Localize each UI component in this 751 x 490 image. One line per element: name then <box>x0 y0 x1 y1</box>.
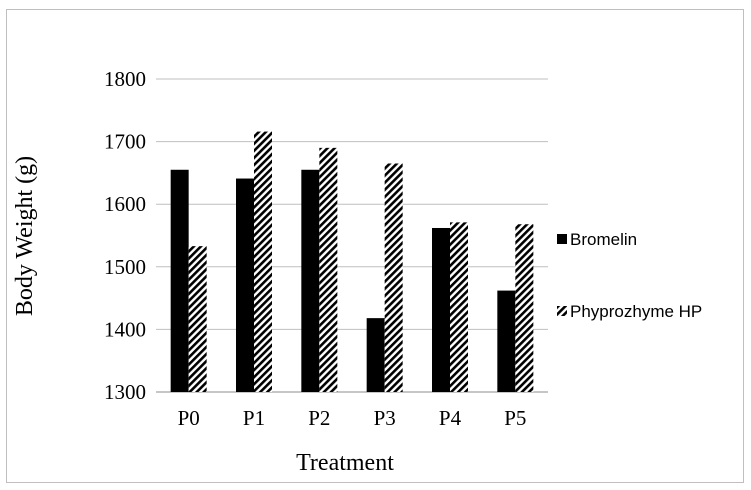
x-tick-label: P0 <box>178 406 200 430</box>
bar-bromelin-p2 <box>301 169 320 392</box>
legend-swatch-phyprozhyme <box>557 306 567 316</box>
x-tick-label: P5 <box>504 406 526 430</box>
x-axis-title: Treatment <box>296 450 394 476</box>
y-tick-label: 1400 <box>104 317 146 341</box>
legend-swatch-bromelin <box>557 234 567 244</box>
bars <box>170 131 534 393</box>
legend-label-phyprozhyme: Phyprozhyme HP <box>570 302 702 321</box>
bar-phyprozhyme-p1 <box>254 131 272 393</box>
y-tick-label: 1500 <box>104 255 146 279</box>
chart-frame <box>6 9 744 483</box>
bar-bromelin-p4 <box>432 227 450 392</box>
y-axis-title: Body Weight (g) <box>12 156 38 316</box>
gridlines <box>156 78 548 393</box>
bar-phyprozhyme-p0 <box>188 246 207 392</box>
bar-bromelin-p3 <box>366 318 385 392</box>
bar-phyprozhyme-p3 <box>384 163 403 392</box>
y-axis-ticks: 1300 1400 1500 1600 1700 1800 <box>104 67 146 404</box>
bar-bromelin-p5 <box>497 290 516 392</box>
y-tick-label: 1700 <box>104 130 146 154</box>
legend-label-bromelin: Bromelin <box>570 230 637 249</box>
y-tick-label: 1800 <box>104 67 146 91</box>
x-tick-label: P3 <box>374 406 396 430</box>
bar-phyprozhyme-p2 <box>319 147 338 392</box>
bar-phyprozhyme-p5 <box>515 224 534 392</box>
bar-bromelin-p0 <box>170 169 189 392</box>
x-axis-ticks: P0 P1 P2 P3 P4 P5 <box>178 406 527 430</box>
x-tick-label: P4 <box>439 406 462 430</box>
bar-phyprozhyme-p4 <box>450 222 468 392</box>
bar-bromelin-p1 <box>236 178 254 392</box>
x-tick-label: P1 <box>243 406 265 430</box>
y-tick-label: 1600 <box>104 192 146 216</box>
legend: Bromelin Phyprozhyme HP <box>557 230 702 321</box>
x-tick-label: P2 <box>308 406 330 430</box>
y-tick-label: 1300 <box>104 380 146 404</box>
